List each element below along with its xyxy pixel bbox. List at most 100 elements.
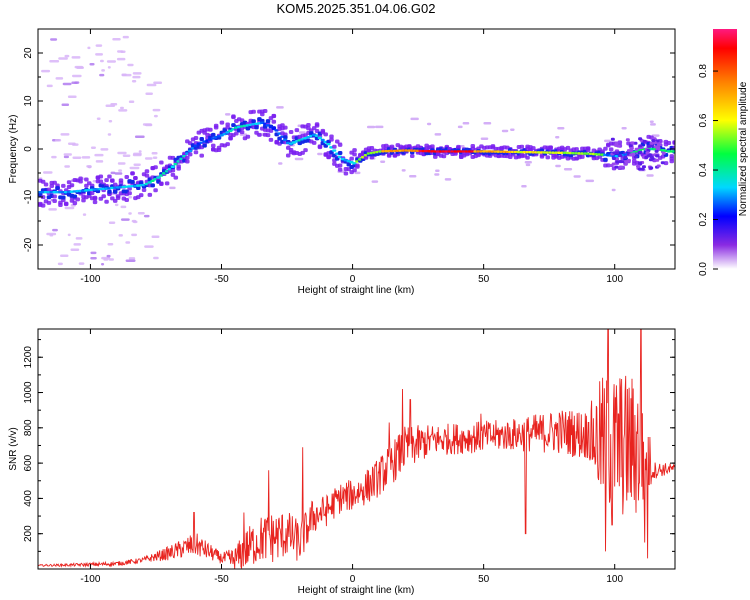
spectral-halo-cell [170, 172, 176, 177]
spectral-core-cell [150, 179, 155, 183]
spectral-halo-cell [352, 148, 357, 153]
spectral-noise-cell [74, 81, 80, 84]
spectral-halo-cell [610, 137, 615, 141]
spectral-halo-cell [631, 152, 636, 156]
spectral-halo-cell [104, 199, 109, 204]
spectral-body-cell [202, 143, 207, 148]
spectral-body-cell [112, 189, 118, 194]
spectral-halo-cell [98, 179, 104, 184]
spectral-halo-cell [614, 141, 619, 145]
spectral-noise-cell [73, 243, 81, 246]
spectral-halo-cell [144, 169, 150, 174]
spectral-noise-cell [110, 171, 116, 175]
spectral-noise-cell [151, 235, 160, 239]
spectral-halo-cell [337, 142, 343, 147]
spectral-noise-cell [117, 162, 126, 165]
snr-y-ticks: 200 400 600 800 1000 1200 [23, 339, 675, 552]
spectral-halo-cell [409, 154, 415, 159]
spectral-noise-cell [99, 73, 105, 77]
spectral-noise-cell [95, 160, 104, 163]
spectral-noise-cell [483, 122, 492, 125]
spectral-halo-cell [669, 154, 674, 159]
spectral-halo-cell [234, 131, 239, 136]
spectral-halo-cell [89, 191, 95, 196]
spectral-noise-cell [64, 54, 70, 58]
spectral-noise-cell [153, 81, 163, 85]
spectral-noise-cell [426, 122, 432, 126]
spectral-noise-cell [51, 155, 57, 159]
spectral-halo-cell [645, 151, 650, 155]
spectral-noise-cell [71, 143, 79, 146]
spectral-body-cell [254, 125, 259, 130]
spectral-body-cell [265, 119, 271, 124]
spectral-noise-cell [125, 259, 136, 262]
spectral-halo-cell [104, 178, 109, 183]
spectral-halo-cell [606, 163, 611, 168]
spectral-halo-cell [219, 120, 225, 125]
spectral-core-cell [187, 149, 193, 153]
spectral-noise-cell [585, 179, 595, 183]
spectral-halo-cell [176, 164, 181, 169]
spectral-halo-cell [335, 139, 340, 144]
spectral-noise-cell [510, 128, 515, 131]
spectral-noise-cell [82, 213, 87, 216]
spectral-halo-cell [294, 128, 300, 133]
spectrogram-data [38, 35, 675, 266]
spectral-noise-cell [128, 196, 133, 199]
spectral-halo-cell [363, 155, 369, 160]
spectral-halo-cell [636, 164, 641, 168]
spectral-noise-cell [444, 178, 452, 181]
y-tick-label: 0 [23, 146, 34, 152]
spectral-core-cell [147, 181, 152, 184]
spectral-noise-cell [374, 125, 384, 129]
spectral-noise-cell [224, 113, 231, 116]
spectral-noise-cell [132, 75, 141, 79]
spectral-halo-cell [651, 139, 656, 143]
spectral-noise-cell [133, 163, 141, 166]
spectral-halo-cell [159, 181, 164, 186]
spectral-noise-cell [132, 72, 142, 75]
spectral-noise-cell [144, 157, 153, 160]
spectral-halo-cell [153, 188, 158, 193]
spectral-noise-cell [457, 125, 463, 129]
spectral-halo-cell [614, 143, 619, 147]
spectral-halo-cell [585, 146, 591, 151]
spectral-halo-cell [545, 155, 551, 160]
spectral-halo-cell [614, 165, 619, 169]
spectral-noise-cell [462, 122, 470, 125]
spectrogram-x-ticks: -100 -50 0 50 100 [80, 29, 623, 285]
spectral-halo-cell [185, 159, 190, 164]
spectral-noise-cell [138, 150, 142, 153]
spectral-halo-cell [225, 142, 230, 147]
spectral-halo-cell [84, 177, 89, 182]
spectral-halo-cell [548, 145, 553, 150]
spectral-halo-cell [649, 141, 654, 145]
spectral-noise-cell [94, 153, 104, 157]
spectral-noise-cell [521, 185, 527, 188]
spectral-noise-cell [144, 245, 154, 248]
spectral-halo-cell [78, 179, 83, 184]
spectral-halo-cell [130, 171, 135, 176]
spectral-halo-cell [343, 171, 349, 176]
spectral-noise-cell [106, 60, 117, 63]
spectral-noise-cell [121, 73, 132, 77]
spectral-core-cell [271, 127, 276, 130]
spectral-halo-cell [603, 146, 608, 151]
spectral-halo-cell [159, 160, 164, 165]
spectral-halo-cell [624, 160, 629, 164]
spectral-noise-cell [57, 262, 63, 266]
spectral-halo-cell [329, 137, 334, 142]
spectral-noise-cell [107, 242, 114, 246]
spectral-noise-cell [63, 153, 72, 156]
spectral-halo-cell [656, 164, 661, 168]
spectral-halo-cell [337, 167, 343, 172]
spectral-core-cell [332, 149, 337, 152]
spectral-halo-cell [78, 176, 83, 181]
spectral-halo-cell [644, 155, 649, 159]
spectral-noise-cell [143, 214, 150, 218]
spectral-noise-cell [49, 60, 60, 63]
spectral-halo-cell [271, 119, 277, 124]
spectral-noise-cell [105, 104, 116, 108]
spectral-halo-cell [213, 123, 219, 128]
